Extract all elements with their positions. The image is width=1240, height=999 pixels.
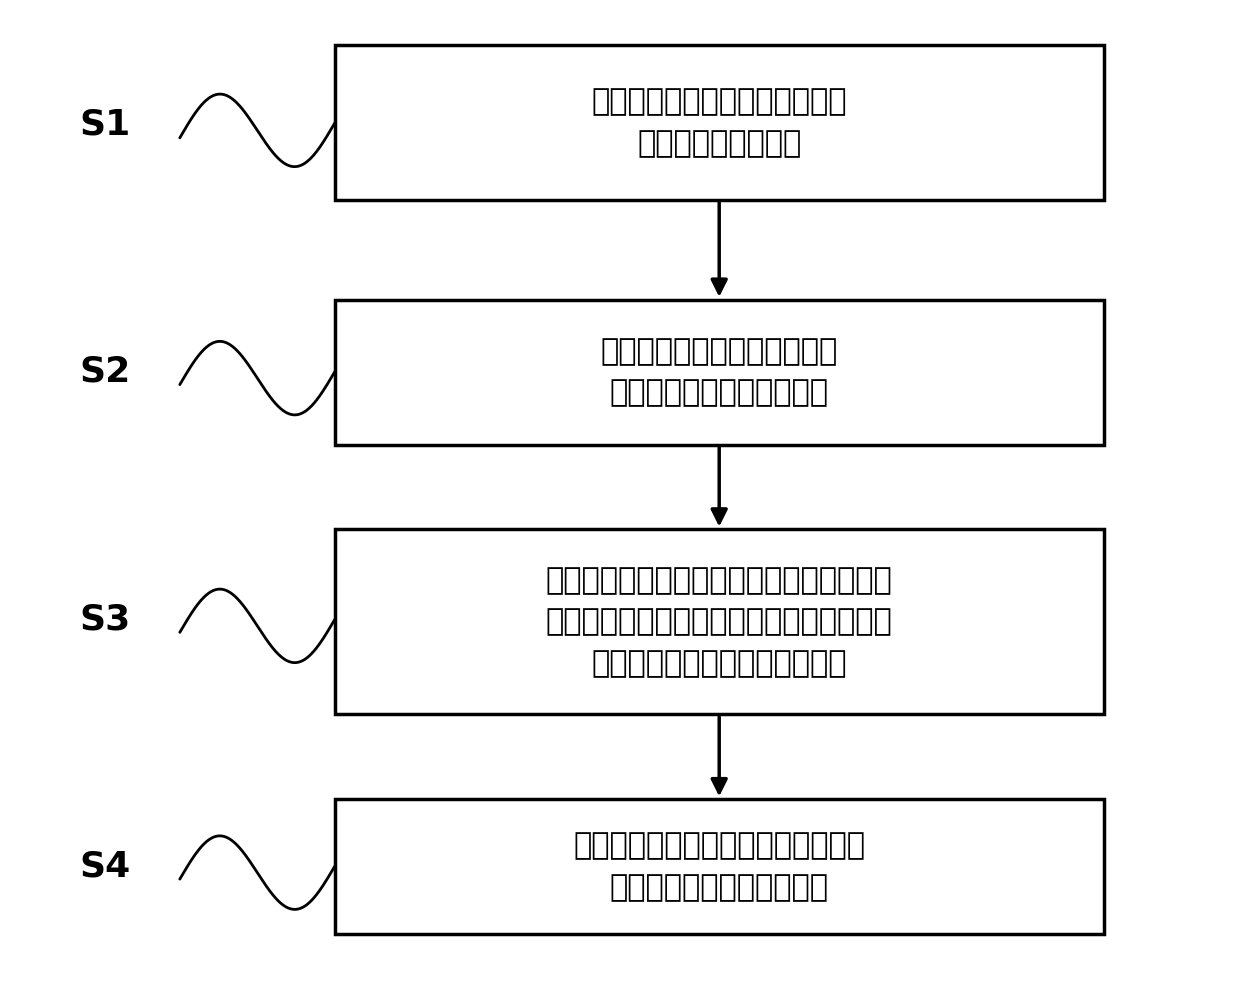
Text: S3: S3 <box>79 602 131 636</box>
Bar <box>335 45 1104 200</box>
Text: 根据输入的设备功能参数值替
换配置文件中的预设参数值: 根据输入的设备功能参数值替 换配置文件中的预设参数值 <box>600 337 838 408</box>
Text: S1: S1 <box>79 108 131 142</box>
Text: S4: S4 <box>79 849 131 883</box>
Text: 根据所述的设备功能参数值对应的互斥关系
匹配配置文件中的逻辑关系表达式并生成新
的配置文件，称为第一配置文件: 根据所述的设备功能参数值对应的互斥关系 匹配配置文件中的逻辑关系表达式并生成新 … <box>546 565 893 678</box>
Text: 根据输入的所有设备功能状态参数执
行第一配置文件，输出结果: 根据输入的所有设备功能状态参数执 行第一配置文件，输出结果 <box>573 831 866 902</box>
Bar <box>335 529 1104 714</box>
Bar <box>335 799 1104 934</box>
Text: 根据输入的设备功能参数替换配
置文件中的预设参数: 根据输入的设备功能参数替换配 置文件中的预设参数 <box>591 87 847 158</box>
Bar <box>335 300 1104 445</box>
Text: S2: S2 <box>79 355 131 389</box>
